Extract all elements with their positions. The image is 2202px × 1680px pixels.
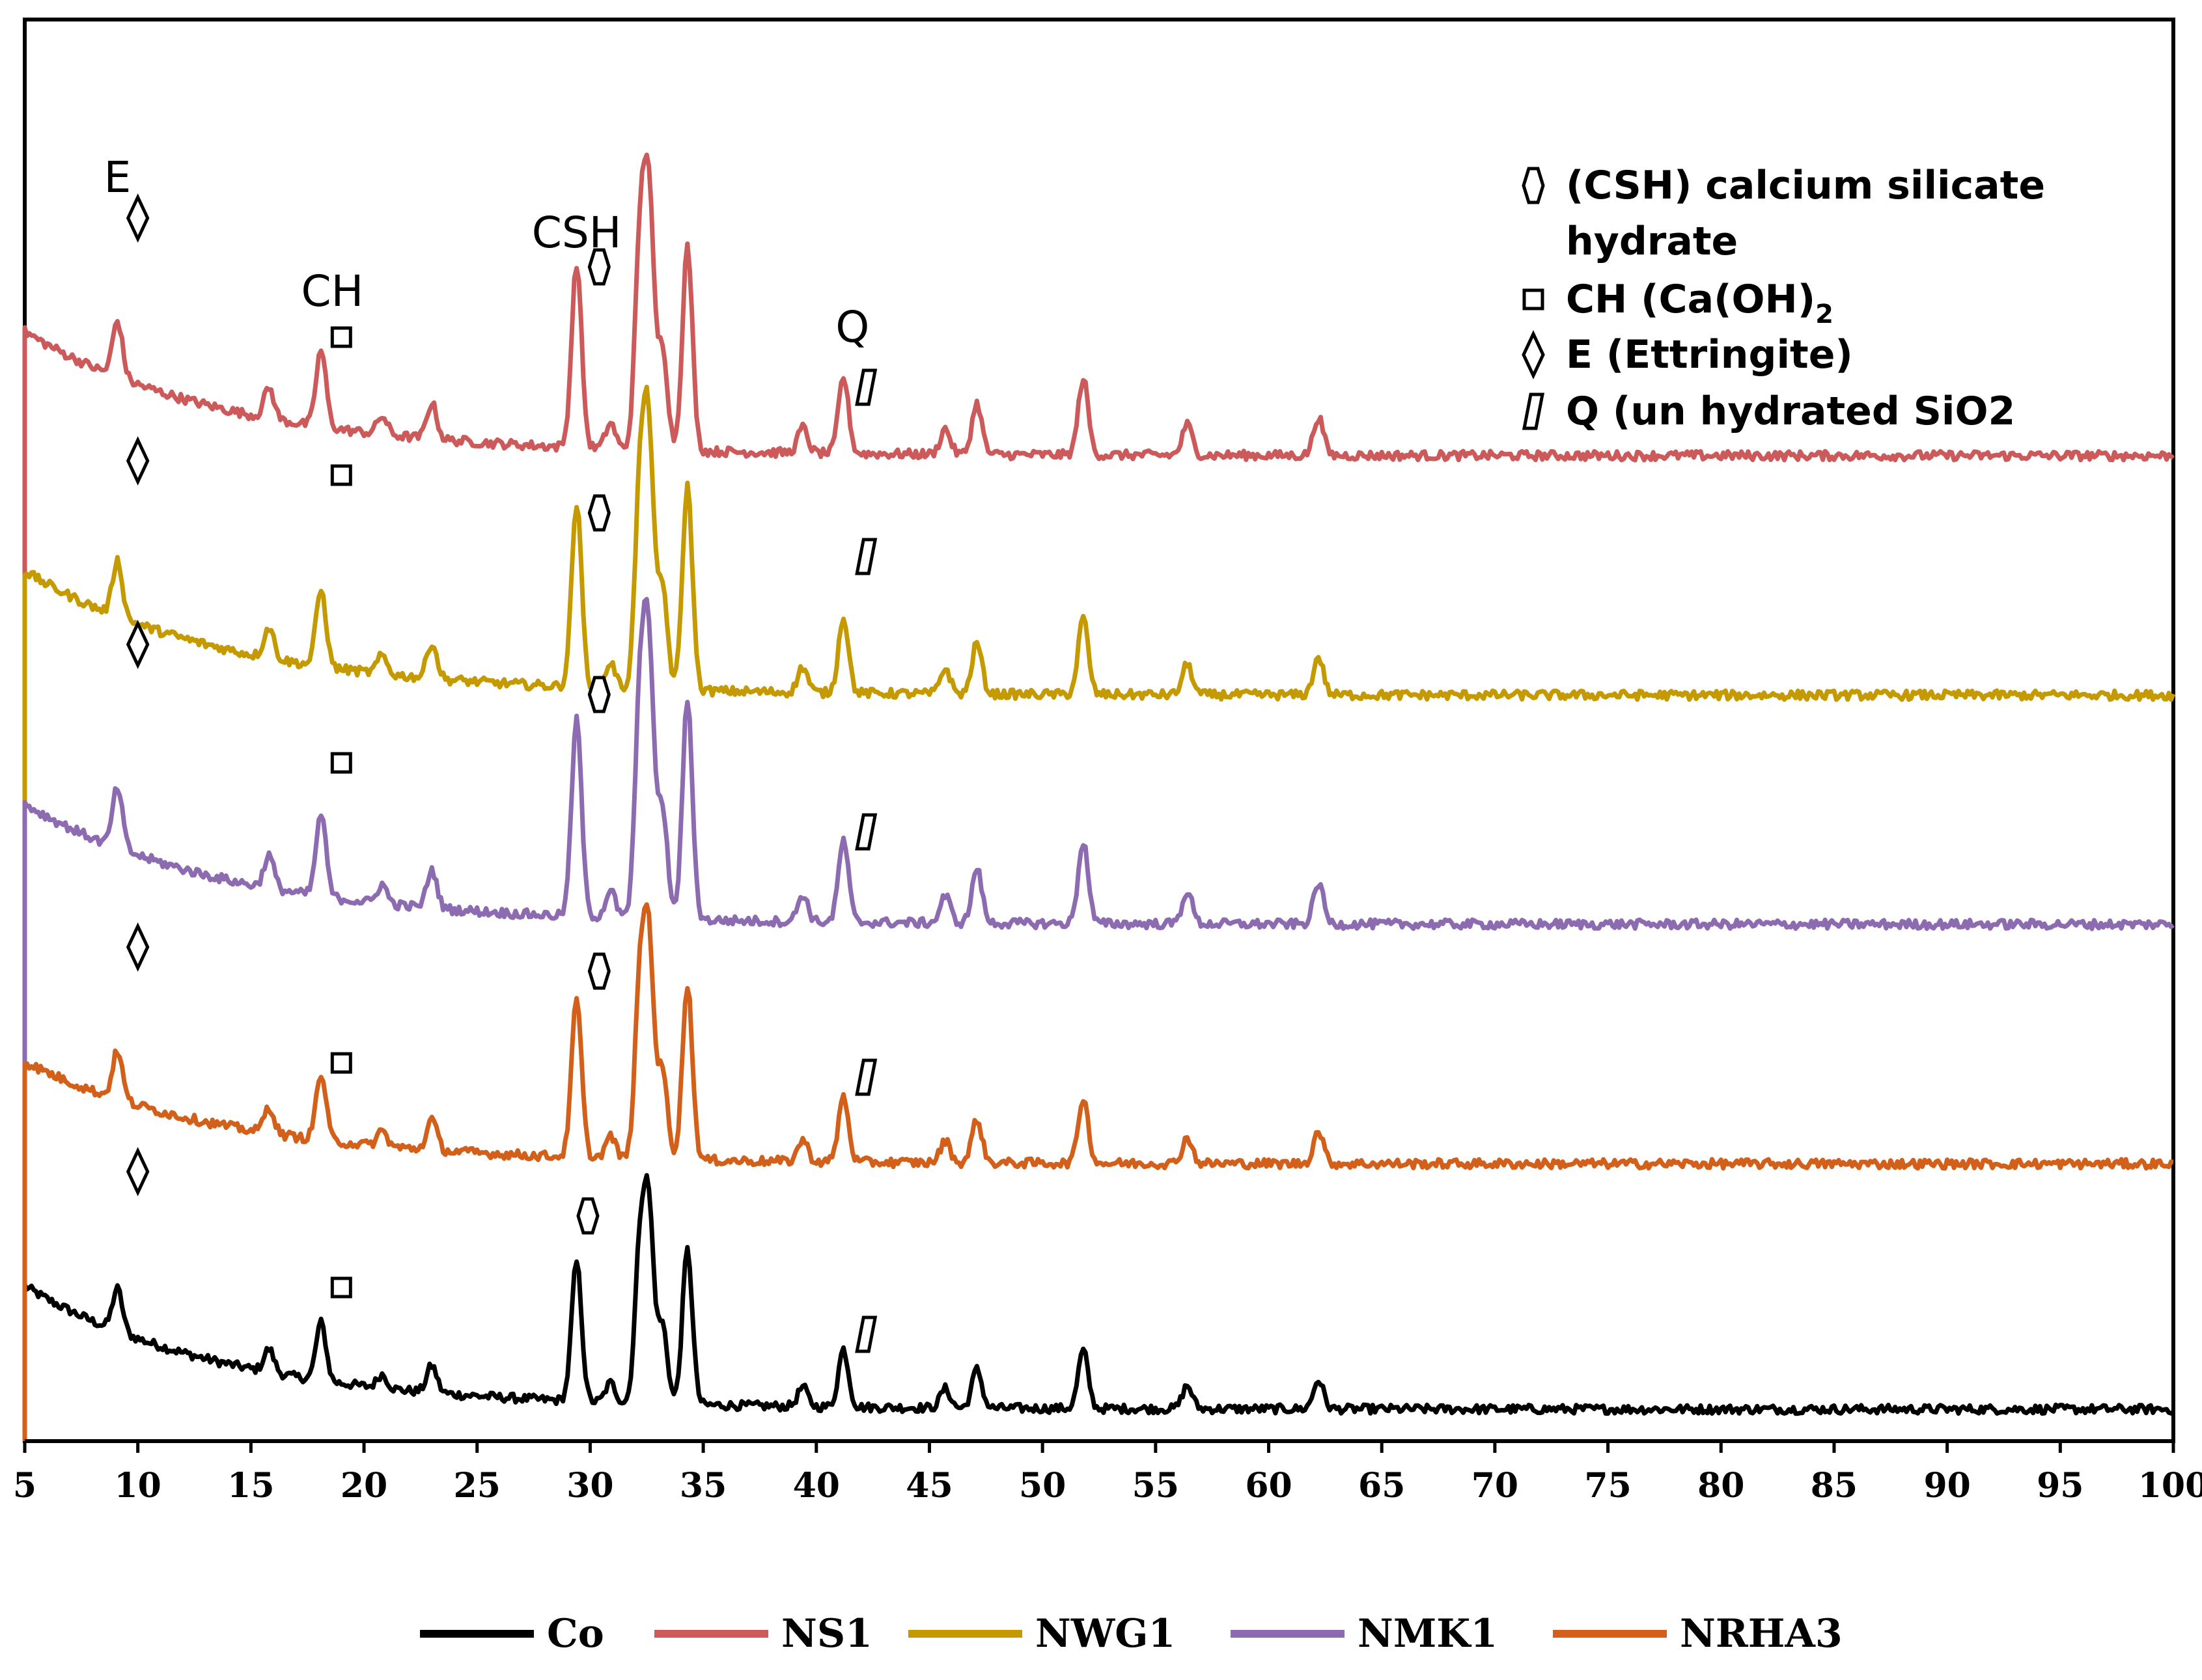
phase-marker-q-nmk1	[855, 813, 878, 851]
x-tick-label: 80	[1697, 1466, 1744, 1506]
x-tick-label: 15	[227, 1466, 274, 1506]
x-tick-label: 100	[2138, 1466, 2202, 1506]
legend-label-ns1: NS1	[781, 1611, 872, 1657]
phase-marker-csh-co	[576, 1197, 600, 1235]
peak-label-layer: E CH CSH Q	[104, 152, 870, 352]
series-layer	[22, 152, 2176, 1441]
x-tick-label: 95	[2037, 1466, 2084, 1506]
key-label: E (Ettringite)	[1566, 332, 1853, 378]
key-symbol-hexagon	[1522, 167, 1545, 204]
x-tick-layer: 5 10 15 20 25 30 35 40 45 50 55 60 65 70 75 80 85 90 95 100	[13, 1441, 2202, 1506]
phase-marker-q-ns1	[855, 368, 878, 406]
x-tick-label: 30	[566, 1466, 613, 1506]
key-symbol-square	[1522, 288, 1544, 310]
x-tick-label: 10	[114, 1466, 161, 1506]
legend-label-co: Co	[547, 1611, 604, 1657]
key-symbol-diamond	[1522, 330, 1545, 379]
key-symbol-slanted	[1522, 392, 1545, 430]
phase-marker-e-nmk1	[126, 620, 150, 669]
legend-label-nmk1: NMK1	[1358, 1611, 1498, 1657]
series-line-nmk1	[22, 597, 2175, 1441]
series-line-nrha3	[22, 902, 2173, 1441]
x-tick-label: 40	[793, 1466, 840, 1506]
phase-marker-q-co	[855, 1315, 878, 1353]
key-label: CH (Ca(OH)2	[1566, 277, 1833, 329]
legend-label-nwg1: NWG1	[1035, 1611, 1175, 1657]
x-tick-label: 65	[1358, 1466, 1405, 1506]
phase-marker-ch-nmk1	[330, 752, 352, 774]
phase-marker-csh-nrha3	[587, 952, 611, 990]
key-label: hydrate	[1566, 219, 1738, 264]
phase-marker-csh-nmk1	[587, 676, 611, 713]
x-tick-label: 90	[1923, 1466, 1970, 1506]
series-line-co	[22, 1173, 2175, 1441]
phase-marker-ch-nrha3	[330, 1052, 352, 1074]
plot-frame	[23, 18, 2175, 1443]
series-line-nwg1	[22, 385, 2176, 1441]
x-tick-label: 20	[341, 1466, 387, 1506]
x-tick-label: 50	[1019, 1466, 1066, 1506]
peak-label-e: E	[104, 152, 132, 202]
legend-label-nrha3: NRHA3	[1680, 1611, 1843, 1657]
phase-marker-e-nwg1	[126, 436, 150, 486]
phase-marker-ch-nwg1	[330, 464, 352, 486]
phase-marker-q-nrha3	[855, 1058, 878, 1096]
x-tick-label: 35	[680, 1466, 727, 1506]
phase-marker-q-nwg1	[855, 538, 878, 575]
phase-key: (CSH) calcium silicate hydrate CH (Ca(OH)2…	[1522, 163, 2045, 434]
x-tick-label: 5	[13, 1466, 36, 1506]
phase-marker-ch-co	[330, 1276, 352, 1299]
key-label: Q (un hydrated SiO2	[1566, 389, 2015, 434]
phase-marker-csh-nwg1	[587, 494, 611, 532]
phase-marker-layer	[126, 193, 878, 1353]
peak-label-ch: CH	[301, 266, 364, 316]
x-tick-label: 45	[906, 1466, 953, 1506]
phase-marker-e-nrha3	[126, 922, 150, 972]
key-label: (CSH) calcium silicate	[1566, 163, 2045, 208]
peak-label-csh: CSH	[532, 208, 622, 258]
phase-marker-ch-ns1	[330, 326, 352, 348]
series-line-ns1	[22, 152, 2175, 1441]
x-tick-label: 25	[454, 1466, 501, 1506]
x-tick-label: 85	[1811, 1466, 1858, 1506]
phase-marker-e-ns1	[126, 193, 150, 243]
x-tick-label: 55	[1132, 1466, 1179, 1506]
phase-marker-e-co	[126, 1147, 150, 1196]
x-tick-label: 70	[1471, 1466, 1518, 1506]
legend: Co NS1 NWG1 NMK1 NRHA3	[420, 1611, 1843, 1657]
x-tick-label: 75	[1584, 1466, 1631, 1506]
peak-label-q: Q	[835, 302, 869, 352]
x-tick-label: 60	[1245, 1466, 1292, 1506]
phase-marker-csh-ns1	[587, 248, 611, 286]
